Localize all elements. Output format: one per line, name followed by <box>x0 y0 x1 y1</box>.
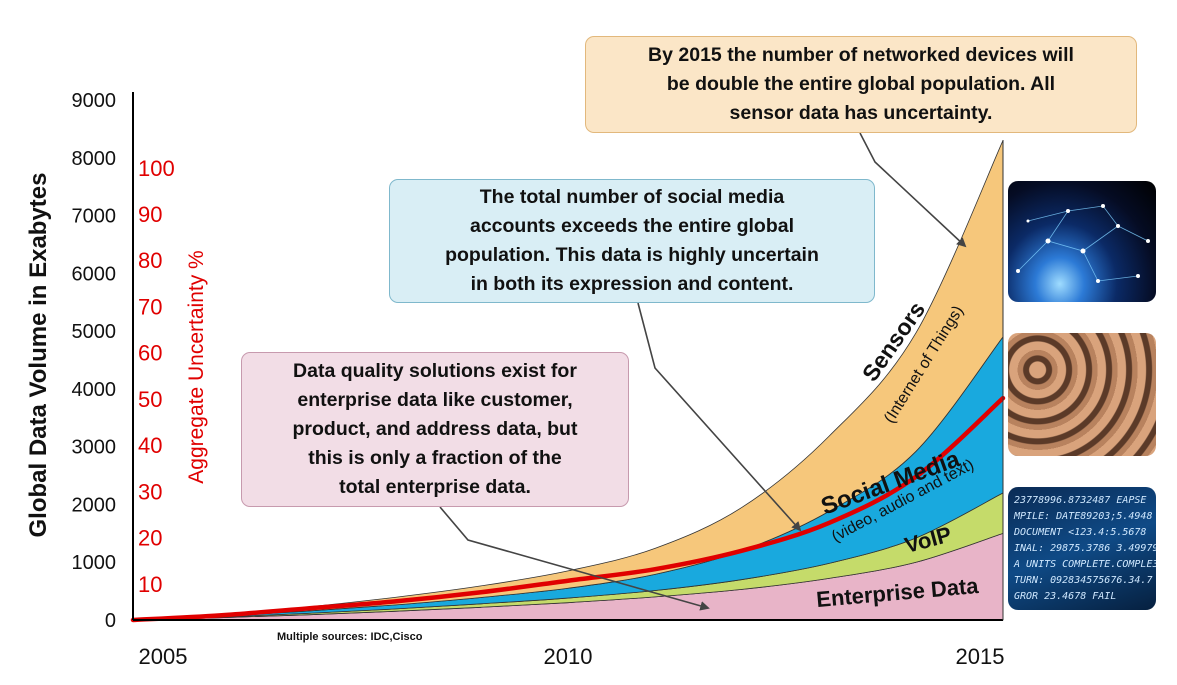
y-tick-label: 6000 <box>72 263 117 285</box>
callout-line: product, and address data, but <box>292 418 578 440</box>
y-tick-label: 2000 <box>72 494 117 516</box>
callout-line: The total number of social media <box>479 186 785 208</box>
axes <box>132 92 1004 621</box>
y-tick-label: 8000 <box>72 148 117 170</box>
y-tick-label: 3000 <box>72 437 117 459</box>
uncertainty-axis-title: Aggregate Uncertainty % <box>185 250 208 483</box>
uncertainty-series <box>130 395 1006 623</box>
uncertainty-tick-label: 40 <box>138 433 162 458</box>
code-text: TURN: 092834575676.34.7 <box>1014 575 1153 586</box>
callout-line: Data quality solutions exist for <box>293 360 577 382</box>
callout-line: this is only a fraction of the <box>308 447 562 469</box>
callout-arrows <box>439 132 967 611</box>
code-text: INAL: 29875.3786 3.49979 <box>1014 543 1156 554</box>
crowd-photo <box>1008 333 1156 456</box>
code-text: 23778996.8732487 EAPSE <box>1014 495 1147 506</box>
area-sensors <box>132 140 1004 621</box>
x-tick-label: 2010 <box>544 644 593 669</box>
uncertainty-tick-label: 20 <box>138 526 162 551</box>
callout-line: in both its expression and content. <box>470 273 794 295</box>
code-text: GROR 23.4678 FAIL <box>1014 591 1117 602</box>
globe-network-photo <box>1008 181 1156 302</box>
uncertainty-line <box>130 395 1006 623</box>
source-note: Multiple sources: IDC,Cisco <box>277 631 423 643</box>
y-tick-label: 5000 <box>72 321 117 343</box>
uncertainty-tick-label: 90 <box>138 202 162 227</box>
callout-enterprise-data: Data quality solutions exist for enterpr… <box>241 352 629 507</box>
uncertainty-tick-label: 80 <box>138 248 162 273</box>
callout-line: be double the entire global population. … <box>666 73 1056 95</box>
uncertainty-tick-label: 60 <box>138 341 162 366</box>
uncertainty-tick-label: 30 <box>138 479 162 504</box>
y-tick-label: 9000 <box>72 90 117 112</box>
y-tick-label: 1000 <box>72 552 117 574</box>
tick-labels: 0 1000 2000 3000 4000 5000 6000 7000 8000 9000 10 2… <box>25 90 1004 669</box>
callout-line: enterprise data like customer, <box>297 389 573 411</box>
callout-networked-devices: By 2015 the number of networked devices … <box>585 36 1137 133</box>
arrow-devices <box>859 132 967 248</box>
arrow-social <box>637 302 802 532</box>
uncertainty-tick-label: 70 <box>138 294 162 319</box>
y-tick-label: 0 <box>105 610 116 632</box>
callout-social-media: The total number of social media account… <box>389 179 875 303</box>
code-text: MPILE: DATE89203;5.4948 <box>1014 511 1153 522</box>
code-screen-photo: 23778996.8732487 EAPSE MPILE: DATE89203;… <box>1008 487 1156 610</box>
uncertainty-tick-label: 100 <box>138 156 175 181</box>
code-text: DOCUMENT <123.4:5.5678 <box>1014 527 1147 538</box>
x-tick-label: 2015 <box>956 644 1005 669</box>
uncertainty-tick-label: 10 <box>138 572 162 597</box>
uncertainty-tick-label: 50 <box>138 387 162 412</box>
callout-line: total enterprise data. <box>339 476 531 498</box>
code-text: A UNITS COMPLETE.COMPLE3 <box>1014 559 1156 570</box>
y-tick-label: 4000 <box>72 379 117 401</box>
y-tick-label: 7000 <box>72 206 117 228</box>
y-axis-title: Global Data Volume in Exabytes <box>25 173 52 538</box>
arrow-enterprise <box>439 506 710 611</box>
x-tick-label: 2005 <box>139 644 188 669</box>
callout-line: accounts exceeds the entire global <box>469 215 795 237</box>
callout-line: sensor data has uncertainty. <box>729 102 993 124</box>
callout-line: population. This data is highly uncertai… <box>445 244 819 266</box>
callout-line: By 2015 the number of networked devices … <box>648 44 1074 66</box>
